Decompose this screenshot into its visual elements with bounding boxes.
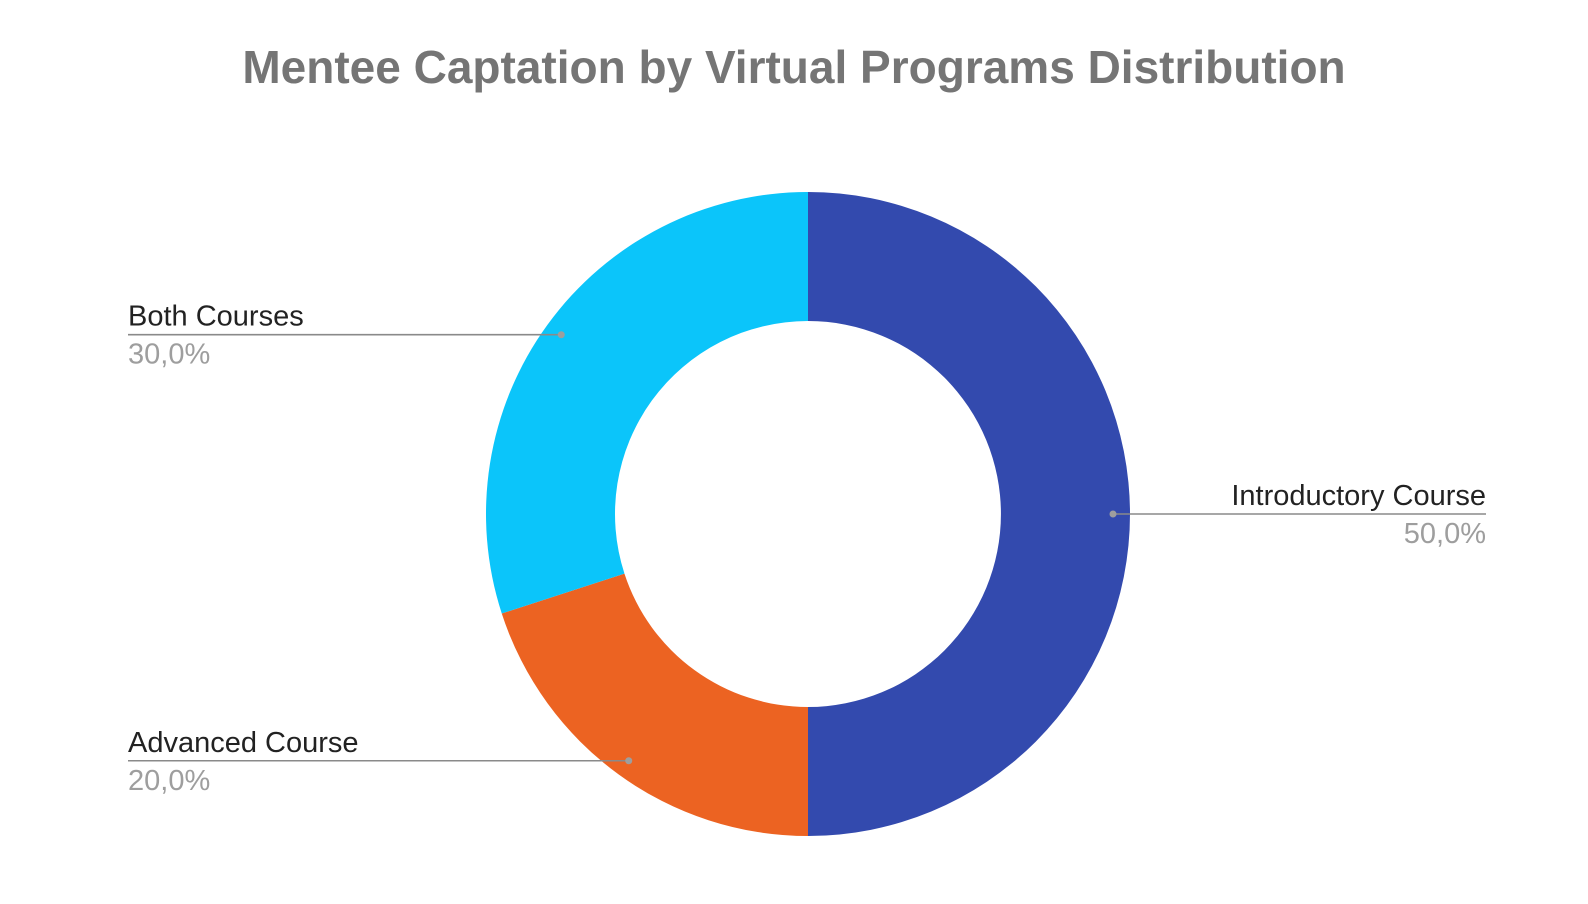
chart-title: Mentee Captation by Virtual Programs Dis… — [242, 41, 1345, 93]
slice-percent-both-courses: 30,0% — [128, 339, 210, 371]
labels-group: Introductory Course 50,0% Advanced Course 2… — [128, 301, 1486, 797]
slice-advanced-course — [501, 573, 808, 836]
slice-introductory-course — [808, 192, 1130, 836]
leader-dot-both-courses — [557, 331, 565, 339]
slice-label-introductory-course: Introductory Course — [1231, 480, 1486, 512]
slices-group — [485, 191, 1130, 836]
slice-label-advanced-course: Advanced Course — [128, 727, 359, 759]
slice-percent-advanced-course: 20,0% — [128, 765, 210, 797]
slice-percent-introductory-course: 50,0% — [1404, 518, 1486, 550]
slice-both-courses — [485, 191, 808, 614]
leader-dot-advanced-course — [625, 757, 633, 765]
slice-label-both-courses: Both Courses — [128, 301, 304, 333]
leader-dot-introductory-course — [1109, 510, 1117, 518]
